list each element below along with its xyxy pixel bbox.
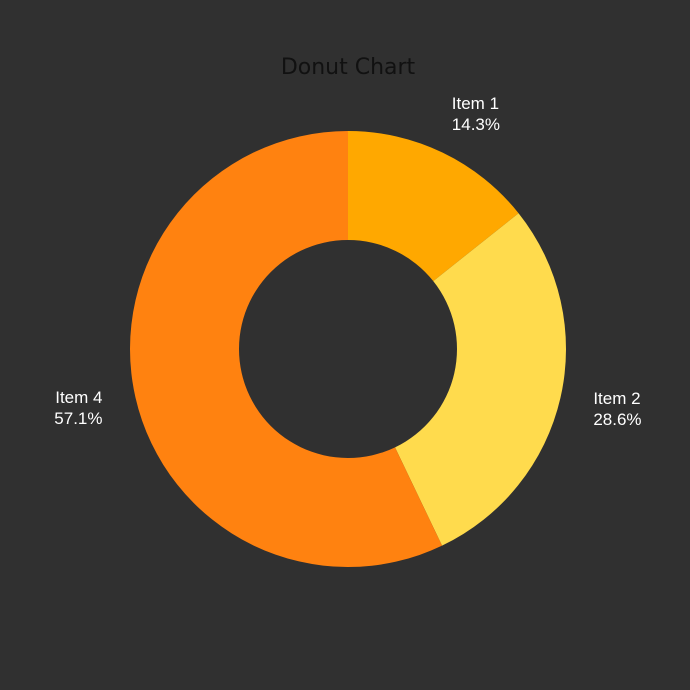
slice-percent-item-4: 57.1%: [54, 409, 102, 428]
slice-category-item-1: Item 1: [452, 94, 499, 113]
slice-label-item-2: Item 2 28.6%: [593, 389, 641, 429]
chart-title: Donut Chart: [281, 55, 416, 80]
slice-percent-item-2: 28.6%: [593, 410, 641, 429]
donut-slices: [130, 131, 566, 567]
slice-label-item-1: Item 1 14.3%: [452, 94, 500, 134]
slice-category-item-4: Item 4: [55, 388, 102, 407]
slice-item-4[interactable]: [130, 131, 443, 567]
slice-category-item-2: Item 2: [593, 389, 640, 408]
slice-labels: Item 1 14.3% Item 2 28.6% Item 4 57.1%: [54, 94, 641, 429]
slice-label-item-4: Item 4 57.1%: [54, 388, 102, 428]
slice-item-2[interactable]: [395, 213, 566, 546]
slice-percent-item-1: 14.3%: [452, 115, 500, 134]
slice-item-1[interactable]: [348, 131, 519, 282]
